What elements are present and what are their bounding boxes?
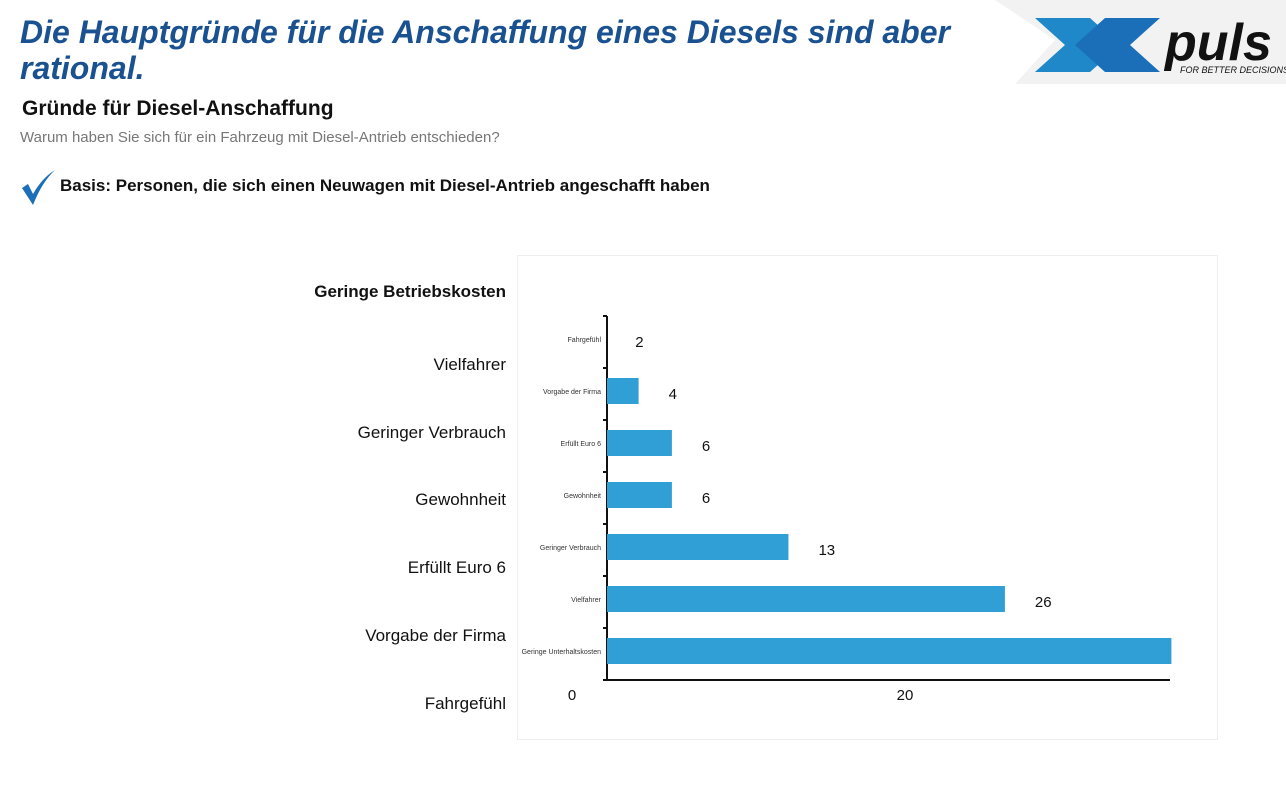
left-label: Vielfahrer (433, 355, 506, 374)
bar (607, 378, 639, 404)
category-label: Gewohnheit (564, 493, 601, 500)
basis-note: Basis: Personen, die sich einen Neuwagen… (60, 176, 710, 195)
left-label: Vorgabe der Firma (365, 626, 506, 645)
category-label: Vielfahrer (571, 597, 602, 604)
category-label: Geringer Verbrauch (540, 545, 601, 552)
data-label: 13 (818, 542, 835, 559)
bar (607, 534, 789, 560)
xpuls-logo: puls FOR BETTER DECISIONS (995, 0, 1286, 84)
left-label: Erfüllt Euro 6 (407, 558, 506, 577)
category-label: Vorgabe der Firma (543, 389, 601, 396)
category-label: Erfüllt Euro 6 (561, 441, 602, 448)
logo-tagline: FOR BETTER DECISIONS (1180, 65, 1286, 75)
data-label: 4 (669, 386, 677, 403)
chart-subtitle: Gründe für Diesel-Anschaffung (22, 97, 334, 120)
left-label: Geringer Verbrauch (357, 423, 506, 442)
category-label: Geringe Unterhaltskosten (522, 649, 601, 656)
survey-question: Warum haben Sie sich für ein Fahrzeug mi… (20, 129, 500, 146)
left-label: Fahrgefühl (424, 694, 506, 713)
data-label: 6 (702, 490, 710, 507)
bar (607, 430, 672, 456)
x-tick-label: 20 (897, 687, 914, 704)
data-label: 6 (702, 438, 710, 455)
left-label: Geringe Betriebskosten (314, 282, 506, 301)
category-label: Fahrgefühl (568, 337, 602, 344)
checkmark-icon (22, 170, 55, 205)
bar (607, 638, 1172, 664)
bar (607, 482, 672, 508)
left-label: Gewohnheit (415, 490, 506, 509)
chart-panel (517, 255, 1218, 740)
logo-wordmark: puls (1163, 14, 1272, 72)
page-title: Die Hauptgründe für die Anschaffung eine… (20, 14, 950, 86)
bar (607, 586, 1005, 612)
data-label: 26 (1035, 594, 1052, 611)
x-tick-label: 0 (568, 687, 576, 704)
data-label: 2 (635, 334, 643, 351)
